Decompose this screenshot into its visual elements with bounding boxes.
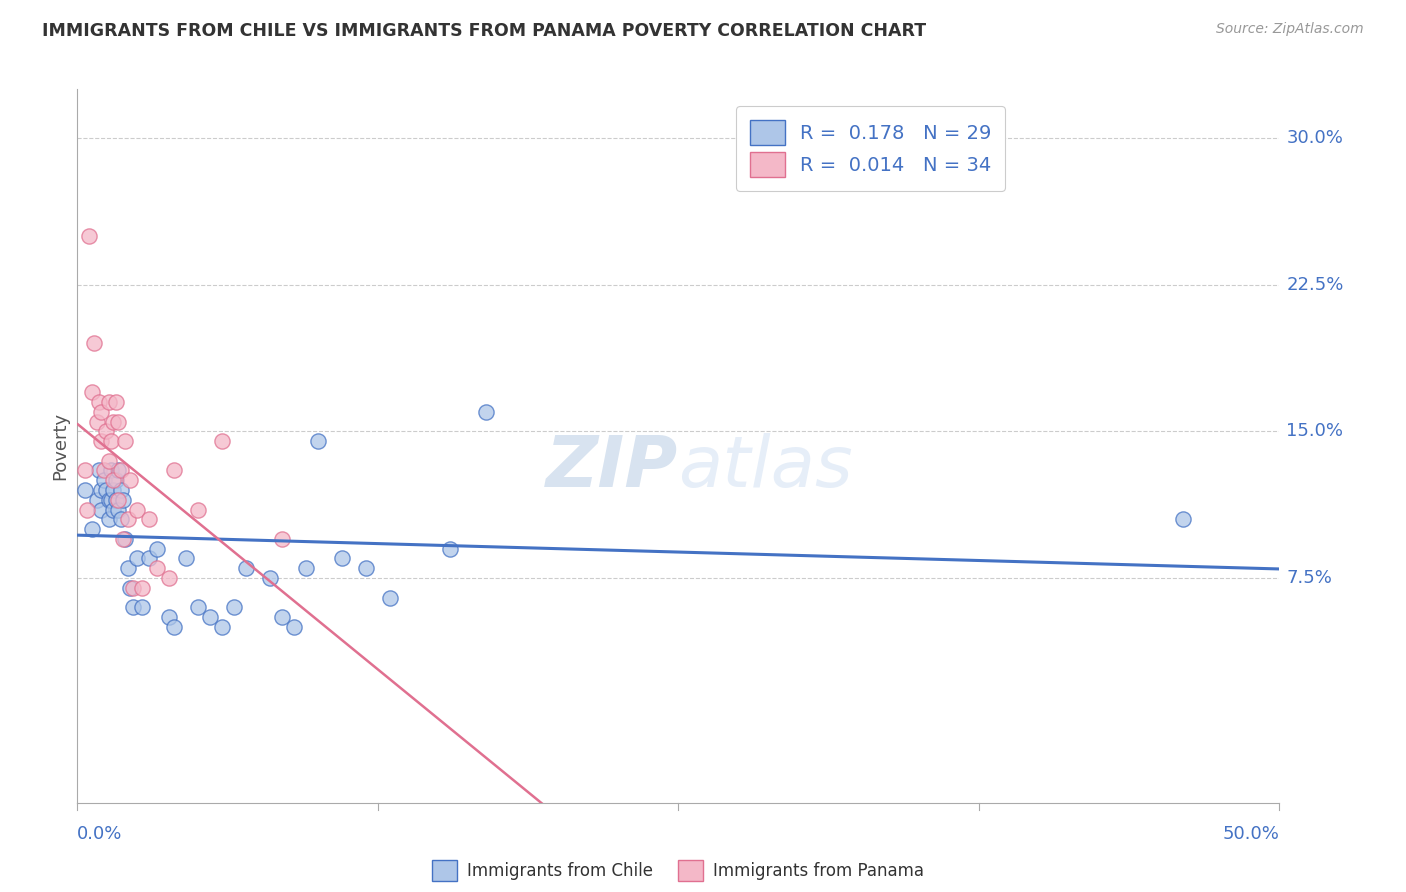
Text: atlas: atlas [679,433,853,502]
Point [93,463,115,477]
Point [114,434,136,449]
Point [104,395,127,409]
Point [283,620,305,634]
Point [90,483,112,497]
Point [80,522,103,536]
Point [186,502,209,516]
Point [121,600,143,615]
Text: ZIP: ZIP [546,433,679,502]
Point [120,473,142,487]
Point [117,512,139,526]
Point [73,463,96,477]
Point [103,415,125,429]
Point [138,512,160,526]
Point [439,541,461,556]
Point [157,610,180,624]
Point [97,512,120,526]
Point [107,463,129,477]
Point [114,532,136,546]
Point [330,551,353,566]
Point [174,551,197,566]
Point [107,502,129,516]
Point [79,228,101,243]
Point [186,600,209,615]
Point [97,395,120,409]
Point [104,473,127,487]
Point [307,434,329,449]
Point [211,434,233,449]
Point [90,405,112,419]
Point [103,502,125,516]
Point [211,620,233,634]
Point [475,405,498,419]
Point [100,492,122,507]
Point [76,502,98,516]
Y-axis label: Poverty: Poverty [51,412,69,480]
Point [73,483,96,497]
Point [1173,512,1195,526]
Point [96,483,118,497]
Legend: Immigrants from Chile, Immigrants from Panama: Immigrants from Chile, Immigrants from P… [426,854,931,888]
Point [103,473,125,487]
Point [97,453,120,467]
Point [107,415,129,429]
Point [222,600,245,615]
Point [86,415,108,429]
Point [86,492,108,507]
Point [100,463,122,477]
Point [145,541,167,556]
Point [90,502,112,516]
Point [354,561,377,575]
Point [110,483,132,497]
Point [162,463,184,477]
Point [111,532,134,546]
Point [83,336,105,351]
Point [131,581,153,595]
Point [104,492,127,507]
Text: 50.0%: 50.0% [1223,825,1279,843]
Point [96,425,118,439]
Text: 22.5%: 22.5% [1286,276,1344,293]
Point [235,561,257,575]
Point [131,600,153,615]
Point [103,483,125,497]
Point [198,610,221,624]
Point [117,561,139,575]
Point [107,492,129,507]
Point [110,463,132,477]
Point [93,473,115,487]
Point [90,434,112,449]
Point [127,502,149,516]
Text: 7.5%: 7.5% [1286,569,1333,587]
Point [120,581,142,595]
Point [378,591,401,605]
Point [87,395,110,409]
Point [157,571,180,585]
Point [100,434,122,449]
Point [162,620,184,634]
Point [111,492,134,507]
Text: 0.0%: 0.0% [77,825,122,843]
Point [121,581,143,595]
Text: IMMIGRANTS FROM CHILE VS IMMIGRANTS FROM PANAMA POVERTY CORRELATION CHART: IMMIGRANTS FROM CHILE VS IMMIGRANTS FROM… [42,22,927,40]
Text: 30.0%: 30.0% [1286,129,1343,147]
Text: 15.0%: 15.0% [1286,422,1344,441]
Point [87,463,110,477]
Point [270,610,292,624]
Point [127,551,149,566]
Point [110,512,132,526]
Point [138,551,160,566]
Point [270,532,292,546]
Point [145,561,167,575]
Point [259,571,281,585]
Point [97,492,120,507]
Point [80,385,103,400]
Point [294,561,316,575]
Text: Source: ZipAtlas.com: Source: ZipAtlas.com [1216,22,1364,37]
